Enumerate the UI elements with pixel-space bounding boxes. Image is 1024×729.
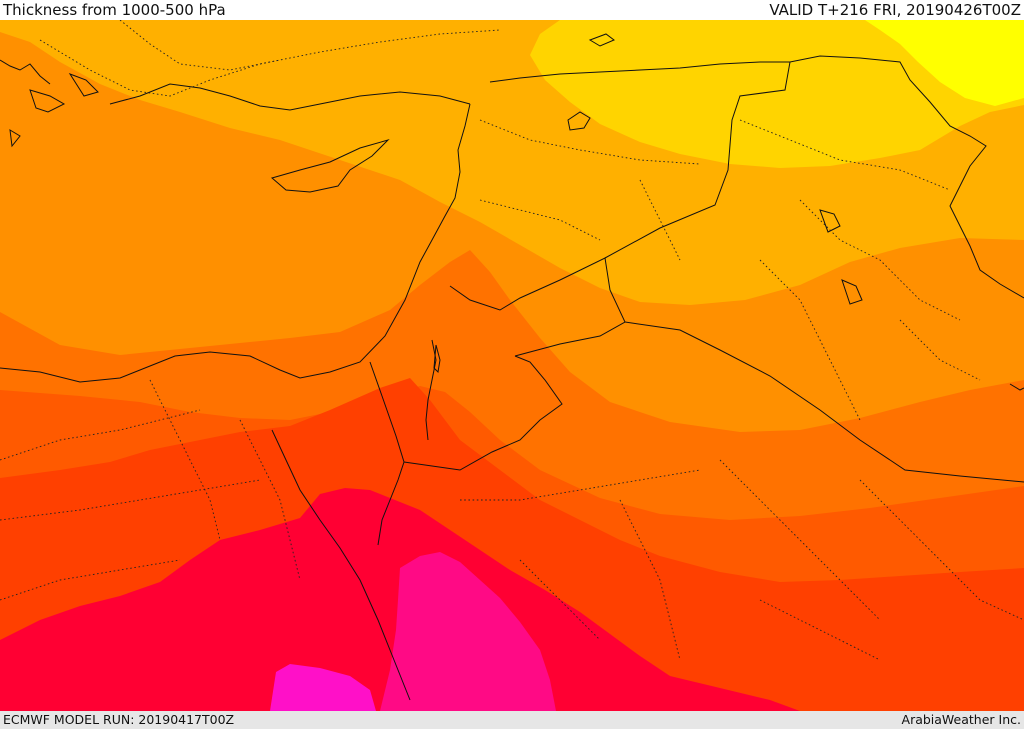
footer-bar: ECMWF MODEL RUN: 20190417T00Z ArabiaWeat… (0, 711, 1024, 729)
country-borders (0, 33, 1024, 701)
model-run: ECMWF MODEL RUN: 20190417T00Z (3, 712, 235, 727)
map-title: Thickness from 1000-500 hPa (3, 1, 226, 19)
thickness-band-2 (530, 20, 1024, 168)
credit: ArabiaWeather Inc. (901, 712, 1021, 727)
valid-time: VALID T+216 FRI, 20190426T00Z (769, 1, 1021, 19)
thickness-band-9-west (270, 664, 376, 711)
header-bar: Thickness from 1000-500 hPa VALID T+216 … (0, 0, 1024, 20)
province-borders (0, 20, 1024, 661)
weather-map[interactable] (0, 20, 1024, 711)
thickness-band-1 (865, 20, 1024, 106)
thickness-band-9 (380, 552, 556, 711)
